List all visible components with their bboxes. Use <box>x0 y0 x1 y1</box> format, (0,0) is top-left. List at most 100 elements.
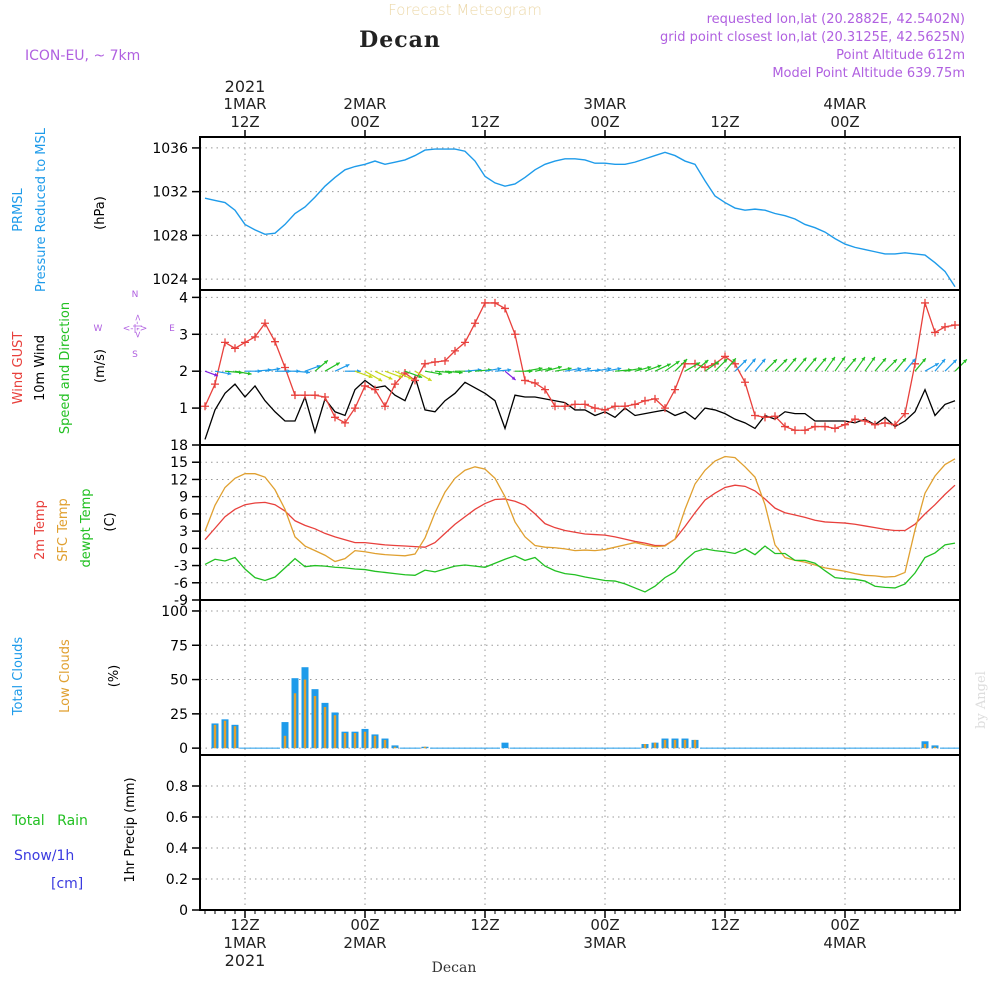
wind-direction-arrowhead <box>617 367 622 371</box>
wind-direction-arrowhead <box>683 359 688 363</box>
compass-east: E <box>169 324 175 334</box>
temperature-ytick-label: -9 <box>174 593 188 609</box>
low-cloud-bar <box>303 679 307 749</box>
low-cloud-bar <box>683 739 687 749</box>
low-cloud-bar <box>643 744 647 749</box>
wind-direction-arrowhead <box>666 363 671 368</box>
gust-marker <box>341 418 349 427</box>
gust-marker <box>721 352 729 361</box>
clouds-data <box>211 667 960 749</box>
gust-marker <box>931 328 939 337</box>
low-cloud-bar <box>343 733 347 749</box>
gust-marker <box>361 381 369 390</box>
top-hour-label: 00Z <box>590 113 619 131</box>
wind-ylabel-gust: Wind GUST <box>11 332 26 405</box>
wind-direction-arrowhead <box>675 361 680 365</box>
wind-direction-arrowhead <box>345 364 350 368</box>
temperature-ytick-label: -6 <box>174 576 188 592</box>
compass-horizontal: <-|-> <box>123 324 148 334</box>
low-cloud-bar <box>213 724 217 749</box>
gust-marker <box>831 424 839 433</box>
gust-marker <box>471 319 479 328</box>
bottom-hour-label: 12Z <box>470 916 499 934</box>
wind-direction-arrowhead <box>861 356 865 361</box>
gust-marker <box>531 379 539 387</box>
bottom-hour-label: 12Z <box>710 916 739 934</box>
precip-y-axis: 0 0.2 0.4 0.6 0.8 <box>166 779 200 919</box>
gust-marker <box>251 332 259 341</box>
compass-rose: W E <-|-> <-|-> N S <box>94 290 176 360</box>
wind-direction-arrowhead <box>577 367 582 371</box>
wind-direction-arrowhead <box>335 362 340 367</box>
top-year-label: 2021 <box>225 77 266 96</box>
wind-direction-arrowhead <box>922 358 926 363</box>
wind-direction-arrowhead <box>398 374 403 379</box>
precip-grid <box>200 755 960 911</box>
total-cloud-bar <box>281 722 289 749</box>
wind-direction-arrowhead <box>388 376 393 380</box>
wind-direction-arrowhead <box>557 365 562 370</box>
wind-direction-arrowhead <box>418 374 423 379</box>
precip-ytick-label: 0.6 <box>166 810 188 826</box>
gust-marker <box>491 298 499 307</box>
wind-direction-arrowhead <box>511 376 516 381</box>
pressure-panel: PRMSL Pressure Reduced to MSL (hPa) 1024… <box>11 127 961 292</box>
low-cloud-bar <box>423 746 427 749</box>
t2m-line <box>204 484 956 548</box>
temperature-ytick-label: 12 <box>170 472 188 488</box>
low-cloud-bar <box>313 696 317 749</box>
low-cloud-bar <box>323 706 327 749</box>
bottom-date-label: 2MAR <box>343 934 386 952</box>
gust-marker <box>421 359 429 368</box>
gust-marker <box>241 338 249 347</box>
grid-point-coords: grid point closest lon,lat (20.3125E, 42… <box>660 30 965 45</box>
pressure-y-axis: 1024 1028 1032 1036 <box>152 141 200 288</box>
gust-marker <box>851 415 859 424</box>
gust-marker <box>901 409 909 418</box>
wind-direction-arrowhead <box>657 364 662 369</box>
gust-marker <box>541 385 549 394</box>
compass-vertical: <-|-> <box>132 314 142 339</box>
low-cloud-bar <box>233 726 237 749</box>
low-cloud-bar <box>383 739 387 749</box>
gust-marker <box>861 417 869 426</box>
gust-marker <box>521 376 529 385</box>
wind-direction-arrowhead <box>214 372 218 377</box>
wind-direction-arrowhead <box>587 367 591 371</box>
model-altitude: Model Point Altitude 639.75m <box>772 66 965 81</box>
gust-marker <box>951 321 959 330</box>
gust-marker <box>651 394 659 403</box>
gust-marker <box>351 404 359 413</box>
temp-ylabel-sfc: SFC Temp <box>56 498 71 562</box>
wind-direction-arrowhead <box>306 370 310 375</box>
temperature-ytick-label: 3 <box>179 524 188 540</box>
supertitle: Forecast Meteogram <box>388 1 542 19</box>
gust-marker <box>661 404 669 413</box>
wind-ylabel-10m: 10m Wind <box>33 335 48 401</box>
wind-direction-arrowhead <box>773 359 777 364</box>
pressure-ylabel-2: Pressure Reduced to MSL <box>34 127 49 292</box>
clouds-panel: Total Clouds Low Clouds (%) 0 25 50 75 100 <box>11 599 961 757</box>
bottom-hour-label: 00Z <box>590 916 619 934</box>
wind-direction-arrowhead <box>647 365 652 370</box>
model-label: ICON-EU, ~ 7km <box>25 48 140 64</box>
wind-direction-arrowhead <box>761 358 766 363</box>
pressure-ytick-label: 1036 <box>152 141 188 157</box>
gust-marker <box>671 385 679 394</box>
gust-marker <box>311 391 319 400</box>
gust-marker <box>261 319 269 328</box>
cloud-unit: (%) <box>107 665 122 688</box>
gust-marker <box>291 391 299 400</box>
clouds-ytick-label: 100 <box>161 604 188 620</box>
compass-north: N <box>132 290 139 300</box>
low-cloud-bar <box>223 720 227 749</box>
low-cloud-bar <box>663 739 667 749</box>
wind-ytick-label: 1 <box>179 401 188 417</box>
temperature-ytick-label: -3 <box>174 559 188 575</box>
top-hour-label: 12Z <box>230 113 259 131</box>
gust-marker <box>591 404 599 413</box>
bottom-hour-label: 12Z <box>230 916 259 934</box>
